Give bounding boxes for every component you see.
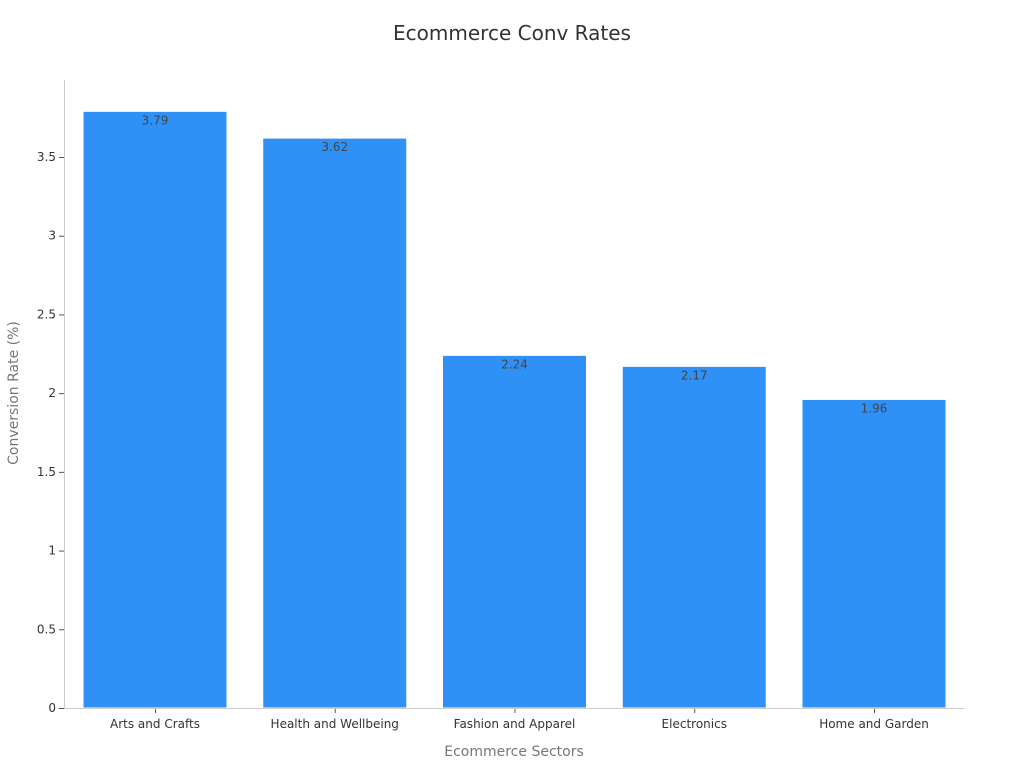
y-tick-label: 3 [48,229,56,243]
bars-group: 3.79 3.62 2.24 2.17 1.96 [82,110,947,709]
y-tick-label: 3.5 [37,150,56,164]
x-tick-label: Health and Wellbeing [271,717,399,731]
bar [801,398,947,709]
bar [621,365,767,709]
bar [262,137,408,709]
y-tick-label: 1.5 [37,465,56,479]
bar-value-label: 2.17 [681,368,708,382]
bar-value-label: 3.79 [142,113,169,127]
x-axis-title: Ecommerce Sectors [444,744,584,760]
x-tick-label: Arts and Crafts [110,717,200,731]
bar-value-label: 3.62 [321,140,348,154]
y-tick-label: 2.5 [37,307,56,321]
chart-title: Ecommerce Conv Rates [393,21,631,45]
bar [82,110,228,709]
y-axis-ticks: 0 0.5 1 1.5 2 2.5 3 3.5 [37,150,64,715]
y-tick-label: 2 [48,386,56,400]
x-tick-label: Electronics [662,717,727,731]
bar [442,354,587,709]
y-axis-title: Conversion Rate (%) [6,321,22,465]
bar-value-label: 2.24 [501,357,528,371]
bar-value-label: 1.96 [861,401,888,415]
y-tick-label: 0.5 [37,622,56,636]
x-tick-label: Home and Garden [819,717,929,731]
x-tick-label: Fashion and Apparel [454,717,576,731]
y-tick-label: 1 [48,544,56,558]
y-tick-label: 0 [48,701,56,715]
x-axis-ticks: Arts and Crafts Health and Wellbeing Fashi… [110,708,929,731]
